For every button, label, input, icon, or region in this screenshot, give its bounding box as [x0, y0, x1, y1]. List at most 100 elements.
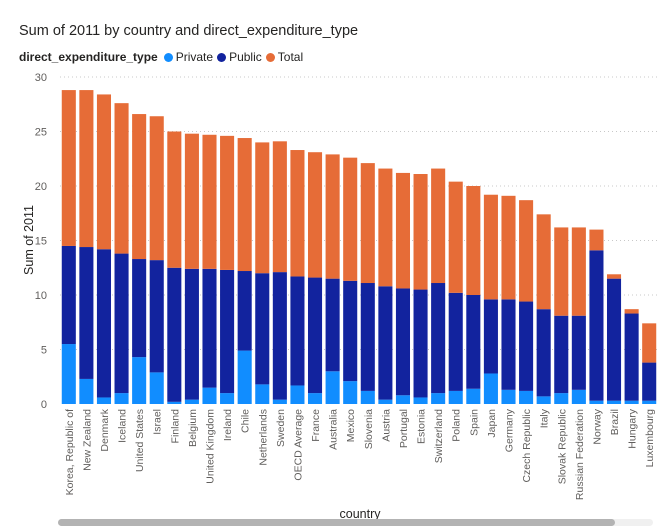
bar-public-14[interactable] — [307, 277, 323, 394]
bar-public-15[interactable] — [325, 278, 340, 372]
bar-private-6[interactable] — [167, 401, 182, 404]
legend-item-total[interactable]: Total — [265, 50, 303, 64]
bar-total-8[interactable] — [202, 134, 217, 269]
bar-private-15[interactable] — [325, 371, 340, 404]
legend-item-public[interactable]: Public — [217, 50, 262, 64]
bar-private-5[interactable] — [149, 372, 164, 404]
bar-total-18[interactable] — [378, 168, 393, 287]
bar-private-2[interactable] — [96, 397, 112, 404]
bar-total-5[interactable] — [149, 116, 164, 261]
bar-public-12[interactable] — [272, 272, 287, 400]
bar-total-31[interactable] — [606, 274, 622, 279]
bar-private-31[interactable] — [606, 400, 622, 404]
bar-private-32[interactable] — [624, 400, 639, 404]
bar-private-9[interactable] — [220, 393, 235, 404]
bar-private-16[interactable] — [343, 381, 358, 404]
bar-public-30[interactable] — [589, 250, 604, 401]
bar-total-29[interactable] — [571, 227, 586, 316]
bar-private-20[interactable] — [413, 397, 428, 404]
bar-total-7[interactable] — [184, 133, 199, 269]
bar-total-0[interactable] — [61, 90, 76, 246]
bar-public-32[interactable] — [624, 313, 639, 401]
bar-public-23[interactable] — [466, 295, 481, 389]
bar-total-10[interactable] — [237, 138, 252, 272]
bar-private-12[interactable] — [272, 399, 287, 404]
bar-total-23[interactable] — [466, 186, 481, 295]
bar-private-23[interactable] — [466, 388, 481, 404]
bar-private-19[interactable] — [395, 395, 411, 404]
bar-public-0[interactable] — [61, 245, 76, 345]
bar-public-20[interactable] — [413, 289, 428, 398]
bar-total-1[interactable] — [79, 90, 94, 248]
bar-public-11[interactable] — [255, 273, 270, 385]
bar-private-13[interactable] — [290, 385, 305, 404]
bar-public-31[interactable] — [606, 278, 622, 401]
bar-public-18[interactable] — [378, 286, 393, 400]
bar-total-28[interactable] — [554, 227, 569, 316]
bar-private-25[interactable] — [501, 389, 516, 404]
horizontal-scrollbar[interactable] — [58, 519, 653, 526]
bar-total-20[interactable] — [413, 174, 428, 290]
bar-total-19[interactable] — [395, 172, 411, 289]
bar-public-5[interactable] — [149, 260, 164, 373]
bar-public-26[interactable] — [519, 301, 534, 391]
bar-private-17[interactable] — [360, 390, 375, 404]
bar-total-22[interactable] — [448, 181, 463, 293]
bar-private-33[interactable] — [642, 400, 657, 404]
bar-total-11[interactable] — [255, 142, 270, 274]
bar-public-3[interactable] — [114, 253, 129, 394]
bar-total-16[interactable] — [343, 157, 358, 281]
bar-public-17[interactable] — [360, 283, 375, 391]
bar-public-24[interactable] — [483, 299, 498, 374]
bar-public-28[interactable] — [554, 315, 569, 394]
bar-total-26[interactable] — [519, 200, 534, 302]
bar-total-12[interactable] — [272, 141, 287, 273]
bar-private-14[interactable] — [307, 393, 323, 404]
bar-private-27[interactable] — [536, 396, 551, 404]
bar-total-24[interactable] — [483, 194, 498, 300]
bar-public-7[interactable] — [184, 268, 199, 400]
bar-public-6[interactable] — [167, 267, 182, 402]
scrollbar-thumb[interactable] — [58, 519, 615, 526]
bar-private-24[interactable] — [483, 373, 498, 404]
bar-total-33[interactable] — [642, 323, 657, 363]
bar-public-13[interactable] — [290, 276, 305, 386]
bar-total-15[interactable] — [325, 154, 340, 279]
bar-public-9[interactable] — [220, 269, 235, 394]
bar-public-21[interactable] — [431, 283, 446, 394]
bar-public-4[interactable] — [132, 259, 147, 358]
bar-public-16[interactable] — [343, 280, 358, 382]
bar-private-22[interactable] — [448, 390, 463, 404]
bar-total-25[interactable] — [501, 195, 516, 300]
bar-private-4[interactable] — [132, 357, 147, 404]
bar-public-27[interactable] — [536, 309, 551, 397]
bar-public-8[interactable] — [202, 268, 217, 388]
bar-public-1[interactable] — [79, 247, 94, 379]
bar-total-2[interactable] — [96, 94, 112, 250]
bar-total-17[interactable] — [360, 163, 375, 284]
bar-private-28[interactable] — [554, 393, 569, 404]
bar-total-13[interactable] — [290, 150, 305, 277]
bar-total-3[interactable] — [114, 103, 129, 254]
bar-private-1[interactable] — [79, 378, 94, 404]
bar-private-26[interactable] — [519, 390, 534, 404]
bar-public-19[interactable] — [395, 288, 411, 396]
legend-item-private[interactable]: Private — [163, 50, 213, 64]
bar-public-22[interactable] — [448, 292, 463, 391]
bar-public-25[interactable] — [501, 299, 516, 390]
bar-private-10[interactable] — [237, 350, 252, 404]
bar-private-30[interactable] — [589, 400, 604, 404]
bar-private-3[interactable] — [114, 393, 129, 404]
bar-private-29[interactable] — [571, 389, 586, 404]
bar-public-33[interactable] — [642, 362, 657, 401]
bar-total-27[interactable] — [536, 214, 551, 310]
bar-private-18[interactable] — [378, 399, 393, 404]
bar-total-21[interactable] — [431, 168, 446, 284]
bar-total-30[interactable] — [589, 229, 604, 251]
bar-private-0[interactable] — [61, 344, 76, 404]
bar-public-10[interactable] — [237, 271, 252, 351]
bar-total-6[interactable] — [167, 131, 182, 268]
bar-private-7[interactable] — [184, 399, 199, 404]
bar-total-4[interactable] — [132, 114, 147, 260]
bar-total-14[interactable] — [307, 152, 323, 278]
